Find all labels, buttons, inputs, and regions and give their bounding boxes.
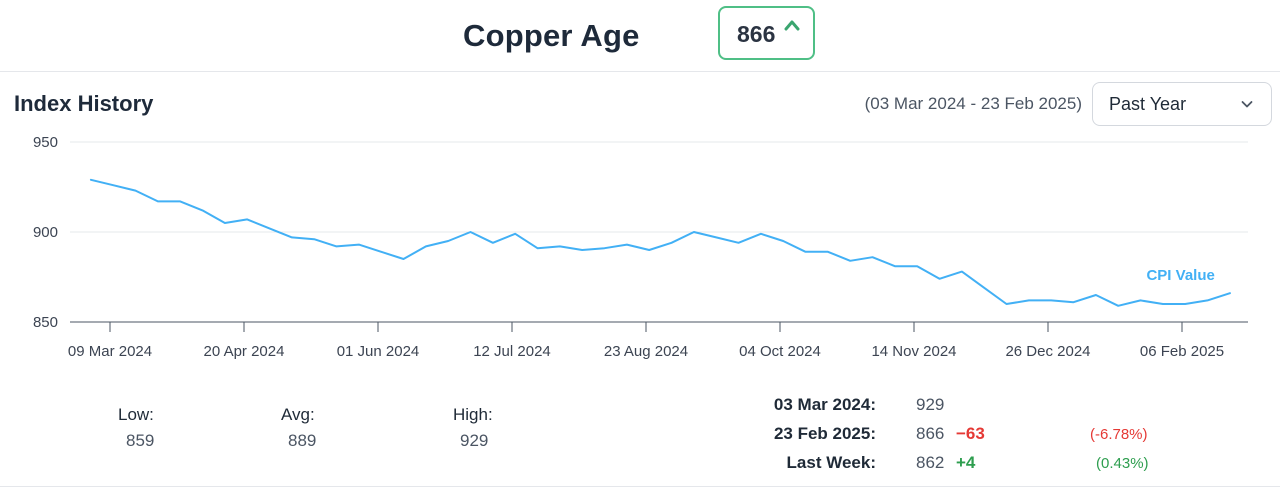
comparison-pct-end: (-6.78%) [1090, 426, 1148, 443]
y-tick-label: 900 [33, 224, 58, 241]
high-label: High: [453, 405, 493, 424]
section-title: Index History [14, 91, 154, 116]
series-line [89, 178, 1231, 307]
comparison-label-end: 23 Feb 2025: [773, 424, 876, 443]
low-label: Low: [118, 405, 154, 424]
y-tick-label: 850 [33, 314, 58, 331]
avg-label: Avg: [281, 405, 315, 424]
period-select[interactable]: Past Year [1092, 82, 1272, 126]
high-value: 929 [460, 431, 489, 450]
x-tick-label: 06 Feb 2025 [1140, 343, 1224, 360]
x-tick-label: 26 Dec 2024 [1005, 343, 1090, 360]
comparison-value-week: 862 [916, 453, 945, 472]
x-tick-label: 01 Jun 2024 [337, 343, 420, 360]
header: Copper Age 866 [0, 0, 1280, 72]
page-title: Copper Age [463, 18, 640, 53]
x-tick-label: 09 Mar 2024 [68, 343, 152, 360]
comparison-label-start: 03 Mar 2024: [773, 395, 876, 414]
index-history-chart: 950 900 850 09 Mar 2024 20 Apr 2024 01 Jun 20… [33, 134, 1248, 360]
low-value: 859 [126, 431, 155, 450]
date-range: (03 Mar 2024 - 23 Feb 2025) [864, 94, 1082, 113]
index-value-badge: 866 [718, 6, 815, 60]
avg-value: 889 [288, 431, 317, 450]
y-tick-label: 950 [33, 134, 58, 151]
series-label: CPI Value [1146, 267, 1214, 284]
comparison-label-week: Last Week: [786, 453, 876, 472]
x-tick-label: 14 Nov 2024 [871, 343, 956, 360]
comparison-value-end: 866 [916, 424, 945, 443]
index-value: 866 [737, 21, 776, 47]
comparison-pct-week: (0.43%) [1096, 455, 1149, 472]
comparison-change-week: +4 [956, 453, 976, 472]
chevron-down-icon [1241, 101, 1253, 108]
x-tick-label: 23 Aug 2024 [604, 343, 688, 360]
comparison-change-end: −63 [956, 424, 985, 443]
x-tick-label: 04 Oct 2024 [739, 343, 821, 360]
x-tick-label: 12 Jul 2024 [473, 343, 551, 360]
x-tick-label: 20 Apr 2024 [204, 343, 285, 360]
footer-divider [0, 486, 1280, 487]
caret-up-icon [784, 20, 800, 31]
comparison-value-start: 929 [916, 395, 945, 414]
period-select-value: Past Year [1109, 94, 1187, 114]
